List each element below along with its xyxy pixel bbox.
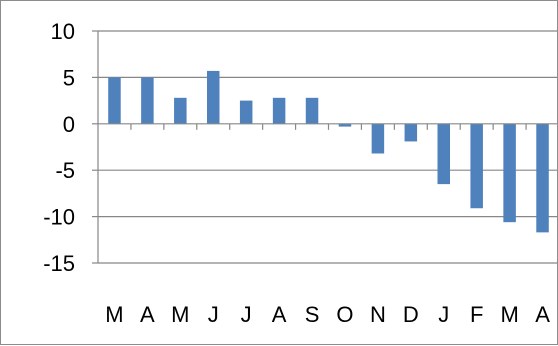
y-tick-label: 10 <box>51 19 75 44</box>
y-tick-labels: 10 5 0 -5 -10 -15 <box>43 19 75 276</box>
x-tick-label: J <box>241 302 252 327</box>
gridlines <box>98 30 558 264</box>
bar <box>338 123 352 127</box>
bar <box>141 77 154 124</box>
y-tick-label: -5 <box>55 158 75 183</box>
x-tick-label: M <box>171 302 189 327</box>
x-tick-label: J <box>438 302 449 327</box>
x-tick-label: D <box>403 302 419 327</box>
x-tick-label: F <box>470 302 483 327</box>
axes <box>92 30 558 264</box>
x-tick-label: A <box>535 302 550 327</box>
x-tick-label: A <box>272 302 287 327</box>
bar <box>404 123 418 142</box>
bar <box>108 77 121 124</box>
x-tick-label: N <box>370 302 386 327</box>
bar <box>207 70 220 124</box>
y-tick-label: 0 <box>63 112 75 137</box>
bar <box>470 123 483 209</box>
bars <box>108 70 549 233</box>
x-tick-label: M <box>105 302 123 327</box>
x-tick-label: S <box>305 302 320 327</box>
bar <box>371 123 385 154</box>
bar <box>437 123 450 185</box>
bar <box>174 97 187 124</box>
x-tick-label: M <box>500 302 518 327</box>
y-tick-label: 5 <box>63 65 75 90</box>
y-tick-label: -10 <box>43 205 75 230</box>
x-tick-label: A <box>140 302 155 327</box>
x-tick-label: O <box>336 302 353 327</box>
x-tick-label: J <box>208 302 219 327</box>
bar <box>503 123 516 223</box>
y-tick-label: -15 <box>43 251 75 276</box>
bar <box>536 123 549 233</box>
bar <box>272 97 286 124</box>
bar <box>305 97 319 124</box>
bar <box>239 100 253 124</box>
